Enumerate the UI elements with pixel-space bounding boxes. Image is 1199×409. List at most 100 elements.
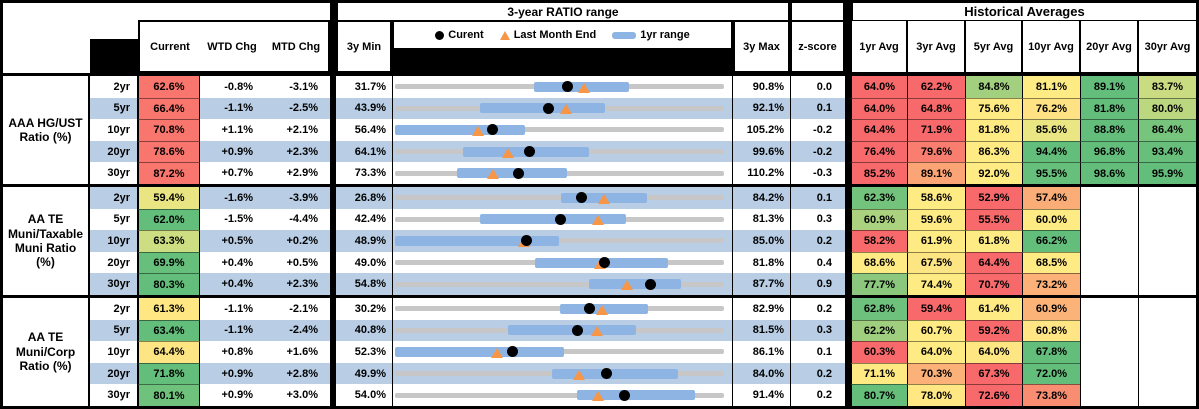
min-cell: 52.3% xyxy=(336,341,392,363)
range-chart-cell xyxy=(392,319,733,342)
avg-cell xyxy=(1138,187,1196,209)
range-track xyxy=(395,195,724,201)
change-columns-header: Current WTD Chg MTD Chg xyxy=(138,20,330,73)
wtd-chg-cell: +0.8% xyxy=(200,341,265,363)
avg-cell: 60.8% xyxy=(1022,319,1080,342)
thick-vertical-separator xyxy=(845,162,851,184)
current-dot xyxy=(523,146,535,158)
thick-vertical-separator xyxy=(845,362,851,385)
avg-cell: 86.3% xyxy=(965,140,1022,163)
group-label-line: Muni Ratio xyxy=(14,241,77,255)
avg-cell xyxy=(1080,319,1138,342)
min-cell: 64.1% xyxy=(336,140,392,163)
max-cell: 81.5% xyxy=(733,319,790,342)
last-month-triangle xyxy=(559,104,572,115)
avg-column-header-3yr: 3yr Avg xyxy=(907,20,965,73)
avg-cell: 89.1% xyxy=(1080,76,1138,98)
avg-cell: 62.8% xyxy=(851,298,907,320)
avg-cell xyxy=(1080,298,1138,320)
thick-vertical-separator xyxy=(845,76,851,98)
current-cell: 64.4% xyxy=(138,341,200,363)
table-row: 2yr 62.6% -0.8% -3.1% 31.7% 90.8% 0.0 64.0% 62.2… xyxy=(3,76,1196,98)
zscore-cell: -0.2 xyxy=(790,140,845,163)
legend-last-month-label: Last Month End xyxy=(513,29,597,41)
mtd-chg-cell: +2.9% xyxy=(265,162,330,184)
range-chart-cell xyxy=(392,140,733,163)
table-body: 2yr 62.6% -0.8% -3.1% 31.7% 90.8% 0.0 64.0% 62.2… xyxy=(3,76,1196,406)
avg-cell: 64.0% xyxy=(965,341,1022,363)
avg-cell xyxy=(1138,362,1196,385)
max-column-header-label: 3y Max xyxy=(743,40,780,53)
mtd-chg-cell: +0.2% xyxy=(265,230,330,252)
max-cell: 92.1% xyxy=(733,97,790,120)
range-chart-cell xyxy=(392,362,733,385)
zscore-cell: 0.0 xyxy=(790,76,845,98)
avg-cell: 64.4% xyxy=(965,251,1022,274)
max-cell: 85.0% xyxy=(733,230,790,252)
tenor-cell: 5yr xyxy=(90,208,138,231)
thick-vertical-separator xyxy=(845,119,851,141)
avg-cell xyxy=(1138,298,1196,320)
current-column-header: Current xyxy=(150,40,190,53)
avg-cell: 66.2% xyxy=(1022,230,1080,252)
avg-cell xyxy=(1080,230,1138,252)
range-bar xyxy=(395,346,565,357)
range-bar xyxy=(479,103,606,114)
avg-10yr-label: 10yr Avg xyxy=(1028,40,1074,53)
thick-vertical-separator xyxy=(330,384,336,406)
group-label: AA TE Muni/Taxable Muni Ratio (%) xyxy=(3,187,90,295)
table-row: 10yr 70.8% +1.1% +2.1% 56.4% 105.2% -0.2 64.4% 7… xyxy=(3,119,1196,141)
thick-vertical-separator xyxy=(845,187,851,209)
avg-cell: 95.9% xyxy=(1138,162,1196,184)
min-cell: 56.4% xyxy=(336,119,392,141)
avg-cell: 67.8% xyxy=(1022,341,1080,363)
mtd-chg-cell: -2.1% xyxy=(265,298,330,320)
max-cell: 91.4% xyxy=(733,384,790,406)
current-dot xyxy=(561,81,573,93)
thick-vertical-separator xyxy=(845,319,851,342)
avg-cell: 75.6% xyxy=(965,97,1022,120)
avg-cell xyxy=(1138,251,1196,274)
current-cell: 62.6% xyxy=(138,76,200,98)
last-month-triangle xyxy=(592,391,605,402)
avg-cell xyxy=(1138,341,1196,363)
thick-vertical-separator xyxy=(845,208,851,231)
wtd-chg-cell: +0.9% xyxy=(200,384,265,406)
current-cell: 66.4% xyxy=(138,97,200,120)
max-cell: 81.3% xyxy=(733,208,790,231)
avg-cell: 60.3% xyxy=(851,341,907,363)
range-chart-cell xyxy=(392,97,733,120)
avg-cell: 57.4% xyxy=(1022,187,1080,209)
thick-vertical-separator xyxy=(845,341,851,363)
tenor-cell: 10yr xyxy=(90,119,138,141)
zscore-cell: -0.3 xyxy=(790,162,845,184)
avg-cell: 74.4% xyxy=(907,273,965,295)
zscore-cell: 0.3 xyxy=(790,319,845,342)
current-dot xyxy=(520,235,532,247)
thick-vertical-separator xyxy=(330,230,336,252)
thick-vertical-separator xyxy=(330,341,336,363)
range-chart-cell xyxy=(392,162,733,184)
avg-cell xyxy=(1138,319,1196,342)
avg-30yr-label: 30yr Avg xyxy=(1144,40,1191,53)
thick-vertical-separator xyxy=(330,76,336,98)
current-cell: 70.8% xyxy=(138,119,200,141)
min-cell: 54.0% xyxy=(336,384,392,406)
tenor-cell: 5yr xyxy=(90,319,138,342)
max-cell: 90.8% xyxy=(733,76,790,98)
wtd-chg-cell: -1.1% xyxy=(200,298,265,320)
min-cell: 48.9% xyxy=(336,230,392,252)
avg-cell: 71.9% xyxy=(907,119,965,141)
max-cell: 99.6% xyxy=(733,140,790,163)
thick-vertical-separator xyxy=(330,119,336,141)
group-separator xyxy=(3,295,1196,298)
avg-cell: 68.5% xyxy=(1022,251,1080,274)
table-row: 30yr 80.3% +0.4% +2.3% 54.8% 87.7% 0.9 77.7% 74.… xyxy=(3,273,1196,295)
avg-cell: 67.5% xyxy=(907,251,965,274)
min-column-header: 3y Min xyxy=(336,20,392,73)
mtd-chg-cell: +2.1% xyxy=(265,119,330,141)
avg-cell: 76.4% xyxy=(851,140,907,163)
min-cell: 43.9% xyxy=(336,97,392,120)
group-label-line: (%) xyxy=(36,255,55,270)
max-cell: 82.9% xyxy=(733,298,790,320)
